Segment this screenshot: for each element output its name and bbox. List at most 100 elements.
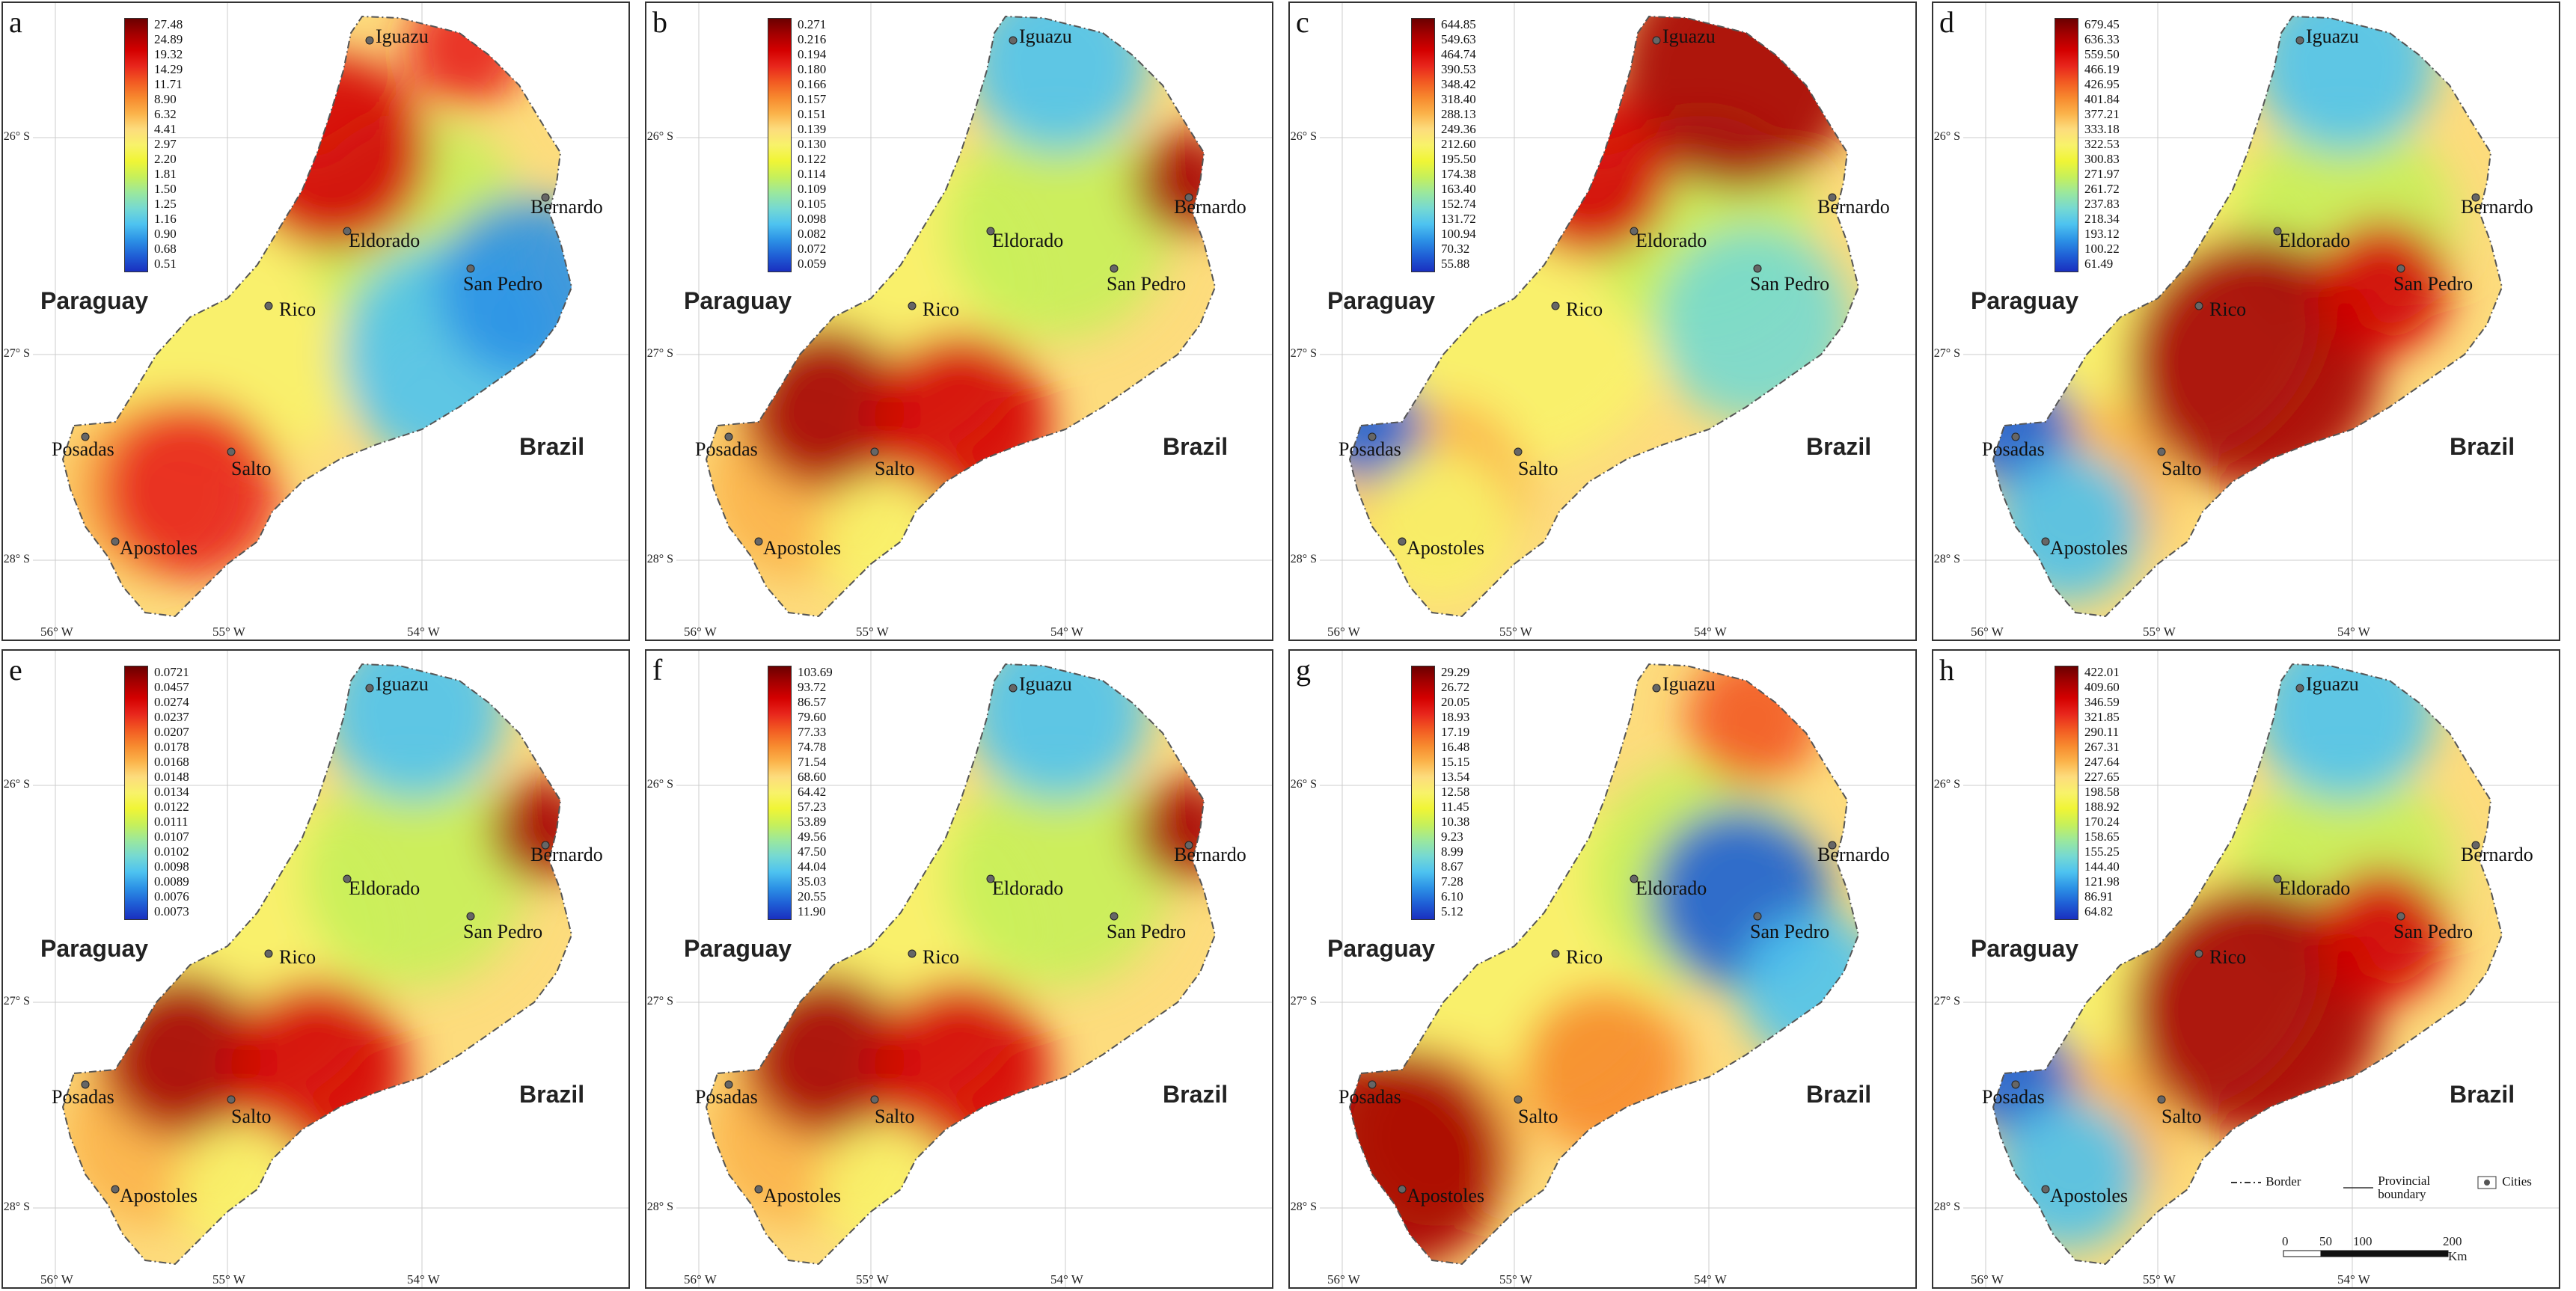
legend-value: 267.31 — [2084, 740, 2120, 754]
city-label-rico: Rico — [923, 946, 960, 968]
city-marker-san_pedro — [1753, 912, 1762, 921]
latitude-label: 26° S — [646, 130, 673, 143]
legend-value: 271.97 — [2084, 167, 2120, 181]
city-label-iguazu: Iguazu — [376, 673, 429, 695]
country-label-paraguay: Paraguay — [1971, 935, 2079, 962]
color-legend: 27.48 24.89 19.32 14.29 11.71 8.90 6.32 4.41 2.9… — [124, 18, 244, 272]
legend-value: 47.50 — [798, 844, 827, 859]
city-label-posadas: Posadas — [52, 438, 114, 460]
map-canvas-f — [676, 651, 1272, 1287]
city-marker-bernardo — [541, 193, 550, 202]
province-border — [61, 15, 573, 618]
longitude-label: 56° W — [40, 625, 73, 639]
longitude-label: 55° W — [2143, 1272, 2176, 1287]
scale-tick-100: 100 — [2353, 1234, 2372, 1248]
country-label-paraguay: Paraguay — [40, 287, 149, 314]
city-label-iguazu: Iguazu — [1662, 25, 1716, 47]
color-ramp — [2055, 18, 2078, 272]
color-legend: 422.01 409.60 346.59 321.85 290.11 267.31 247.… — [2055, 666, 2174, 920]
city-label-salto: Salto — [1518, 1106, 1558, 1127]
color-ramp — [2055, 666, 2078, 920]
longitude-label: 55° W — [1499, 625, 1532, 639]
legend-value: 0.0089 — [154, 874, 189, 889]
city-marker-eldorado — [1630, 227, 1639, 236]
city-label-iguazu: Iguazu — [2306, 25, 2359, 47]
city-label-bernardo: Bernardo — [2461, 196, 2533, 218]
legend-value: 644.85 — [1441, 17, 1476, 31]
legend-value: 19.32 — [154, 47, 183, 61]
latitude-label: 27° S — [1933, 995, 1960, 1008]
legend-cities-label: Cities — [2502, 1174, 2532, 1189]
panel-label: h — [1939, 653, 1954, 687]
city-marker-eldorado — [2273, 874, 2282, 883]
map-panel-a: a 27.48 24.89 19.32 14.29 11.71 8.90 6.32 4.41 2.… — [1, 1, 630, 641]
legend-value: 9.23 — [1441, 830, 1463, 844]
legend-value: 0.0111 — [154, 815, 189, 829]
legend-value: 322.53 — [2084, 137, 2120, 151]
latitude-label: 28° S — [646, 553, 673, 565]
legend-value: 0.130 — [798, 137, 827, 151]
legend-value: 16.48 — [1441, 740, 1470, 754]
legend-value: 100.94 — [1441, 227, 1476, 241]
province-border — [61, 663, 573, 1266]
legend-value: 8.90 — [154, 92, 177, 106]
city-label-salto: Salto — [231, 458, 272, 479]
city-marker-salto — [870, 1095, 879, 1104]
legend-value: 0.0076 — [154, 889, 189, 904]
legend-value: 679.45 — [2084, 17, 2120, 31]
map-panel-d: d 679.45 636.33 559.50 466.19 426.95 401.84 377… — [1932, 1, 2560, 641]
panel-label: c — [1296, 5, 1309, 39]
city-label-posadas: Posadas — [695, 438, 758, 460]
legend-value: 61.49 — [2084, 257, 2114, 271]
color-legend: 29.29 26.72 20.05 18.93 17.19 16.48 15.15 13.54… — [1411, 666, 1531, 920]
legend-value: 0.0457 — [154, 680, 189, 694]
city-label-salto: Salto — [875, 1106, 915, 1127]
legend-value: 0.082 — [798, 227, 827, 241]
city-label-posadas: Posadas — [1339, 438, 1401, 460]
legend-value: 1.81 — [154, 167, 177, 181]
longitude-label: 56° W — [1971, 625, 2004, 639]
city-marker-posadas — [81, 432, 90, 441]
legend-value: 0.0721 — [154, 665, 189, 679]
legend-value: 0.68 — [154, 242, 177, 256]
city-marker-apostoles — [1398, 1185, 1407, 1194]
legend-value: 249.36 — [1441, 122, 1476, 136]
longitude-label: 54° W — [1694, 1272, 1727, 1287]
latitude-label: 28° S — [3, 553, 30, 565]
value-blob — [946, 115, 1170, 340]
country-label-brazil: Brazil — [1806, 433, 1872, 460]
city-marker-apostoles — [111, 537, 120, 546]
city-marker-bernardo — [2471, 193, 2480, 202]
city-marker-posadas — [724, 432, 733, 441]
city-label-salto: Salto — [1518, 458, 1558, 479]
city-label-apostoles: Apostoles — [120, 537, 198, 559]
latitude-label: 26° S — [1933, 130, 1960, 143]
legend-value: 0.0102 — [154, 844, 189, 859]
scale-bar-graphic — [2283, 1250, 2449, 1257]
longitude-label: 56° W — [1327, 1272, 1360, 1287]
legend-value: 163.40 — [1441, 182, 1476, 196]
city-marker-san_pedro — [2396, 264, 2405, 273]
city-marker-posadas — [724, 1080, 733, 1089]
legend-value: 20.05 — [1441, 695, 1470, 709]
legend-value: 2.20 — [154, 152, 177, 166]
province-border — [705, 663, 1217, 1266]
legend-value: 227.65 — [2084, 770, 2120, 784]
latitude-label: 27° S — [1290, 995, 1317, 1008]
legend-value: 247.64 — [2084, 755, 2120, 769]
latitude-label: 28° S — [3, 1200, 30, 1213]
city-marker-posadas — [81, 1080, 90, 1089]
city-marker-iguazu — [365, 36, 374, 45]
city-label-posadas: Posadas — [1982, 438, 2045, 460]
latitude-label: 26° S — [3, 778, 30, 791]
longitude-label: 54° W — [1050, 625, 1083, 639]
city-label-san_pedro: San Pedro — [2393, 921, 2473, 942]
legend-value: 6.32 — [154, 107, 177, 121]
legend-value: 49.56 — [798, 830, 827, 844]
legend-value: 27.48 — [154, 17, 183, 31]
city-marker-posadas — [2011, 1080, 2020, 1089]
city-label-bernardo: Bernardo — [2461, 844, 2533, 865]
color-ramp — [124, 666, 148, 920]
legend-value: 0.0122 — [154, 800, 189, 814]
legend-value: 15.15 — [1441, 755, 1470, 769]
